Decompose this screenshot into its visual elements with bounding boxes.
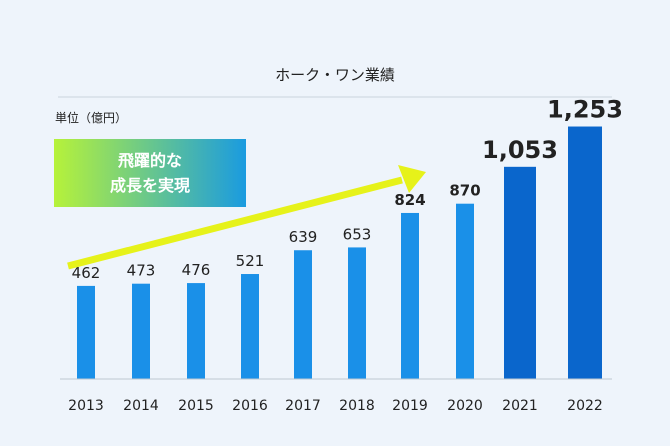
value-label-2013: 462: [72, 264, 101, 282]
tick-label-2022: 2022: [567, 398, 603, 414]
banner-line-1: 飛躍的な: [117, 151, 182, 170]
value-label-2017: 639: [289, 228, 318, 246]
bar-2020: [456, 203, 474, 379]
tick-label-2019: 2019: [392, 398, 428, 414]
value-label-2020: 870: [449, 182, 480, 200]
value-label-2018: 653: [343, 225, 372, 243]
value-label-2019: 824: [394, 191, 425, 209]
tick-label-2017: 2017: [285, 398, 321, 414]
tick-label-2016: 2016: [232, 398, 268, 414]
bar-2018: [348, 247, 366, 379]
tick-label-2018: 2018: [339, 398, 375, 414]
bars-group: [77, 126, 602, 379]
bar-2016: [241, 274, 259, 379]
value-label-2016: 521: [236, 252, 265, 270]
banner-line-2: 成長を実現: [110, 176, 190, 195]
value-label-2021: 1,053: [482, 136, 558, 164]
value-label-2014: 473: [127, 262, 156, 280]
chart-title: ホーク・ワン業績: [275, 66, 395, 84]
value-label-2015: 476: [182, 261, 211, 279]
bar-2021: [504, 166, 536, 379]
bar-2022: [568, 126, 602, 379]
bar-2013: [77, 285, 95, 379]
bar-2019: [401, 212, 419, 379]
tick-labels-group: 2013 2014 2015 2016 2017 2018 2019 2020 2021 2022: [68, 398, 603, 414]
unit-label: 単位（億円）: [55, 110, 127, 125]
growth-banner: [54, 139, 246, 207]
bar-2017: [294, 250, 312, 379]
tick-label-2020: 2020: [447, 398, 483, 414]
tick-label-2021: 2021: [502, 398, 538, 414]
growth-arrow-shaft: [67, 176, 403, 270]
tick-label-2014: 2014: [123, 398, 159, 414]
tick-label-2015: 2015: [178, 398, 214, 414]
growth-arrow-head: [398, 165, 426, 193]
value-label-2022: 1,253: [547, 96, 623, 124]
bar-2014: [132, 283, 150, 379]
tick-label-2013: 2013: [68, 398, 104, 414]
bar-2015: [187, 283, 205, 379]
